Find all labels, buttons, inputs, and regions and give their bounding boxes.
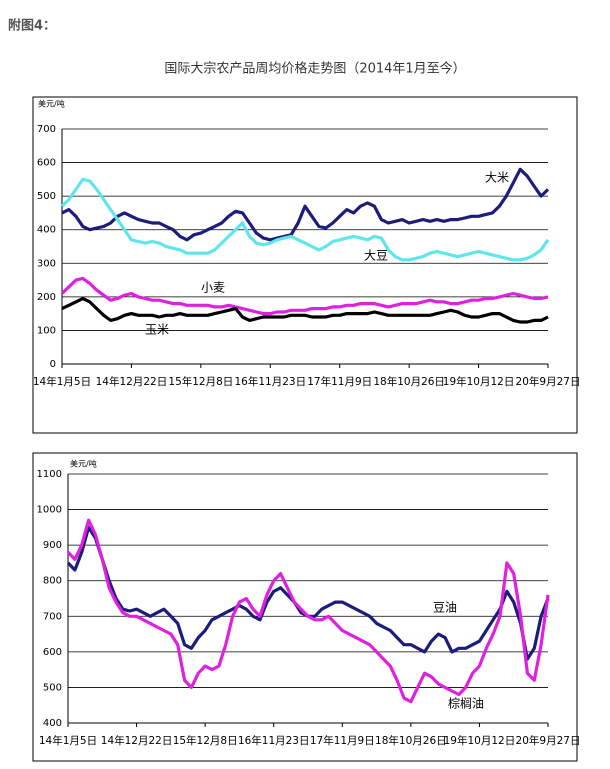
series-line <box>66 518 550 704</box>
series-line <box>66 525 550 661</box>
series-line <box>60 276 549 316</box>
series-label: 玉米 <box>145 323 169 337</box>
series-line <box>61 167 550 242</box>
x-tick-label: 20年9月27日 <box>516 375 581 388</box>
series-label: 豆油 <box>433 601 457 615</box>
chart-frame <box>32 452 578 762</box>
y-tick-label: 0 <box>50 359 56 370</box>
series-label: 大豆 <box>364 249 388 263</box>
y-tick-label: 700 <box>37 124 56 135</box>
y-axis-label: 美元/吨 <box>70 459 97 469</box>
series-line <box>61 296 549 324</box>
x-tick-label: 14年12月22日 <box>96 375 168 388</box>
x-tick-label: 14年1月5日 <box>39 734 97 747</box>
y-tick-label: 500 <box>37 191 56 202</box>
x-tick-label: 17年11月9日 <box>310 734 375 747</box>
x-tick-label: 18年10月26日 <box>375 734 447 747</box>
y-tick-label: 900 <box>43 540 62 551</box>
x-tick-label: 15年12月8日 <box>173 734 238 747</box>
y-tick-label: 400 <box>37 225 56 236</box>
chart-title: 国际大宗农产品周均价格走势图（2014年1月至今） <box>164 61 465 77</box>
x-tick-label: 18年10月26日 <box>373 375 445 388</box>
x-tick-label: 19年10月12日 <box>444 734 516 747</box>
x-tick-label: 14年12月22日 <box>101 734 173 747</box>
y-tick-label: 100 <box>37 325 56 336</box>
y-axis-label: 美元/吨 <box>38 99 65 109</box>
y-tick-label: 300 <box>37 258 56 269</box>
x-tick-label: 14年1月5日 <box>33 375 91 388</box>
y-tick-label: 600 <box>37 158 56 169</box>
series-label: 大米 <box>485 171 509 185</box>
x-tick-label: 19年10月12日 <box>443 375 515 388</box>
x-tick-label: 16年11月23日 <box>234 375 306 388</box>
y-tick-label: 700 <box>43 611 62 622</box>
y-tick-label: 200 <box>37 292 56 303</box>
y-tick-label: 500 <box>43 682 62 693</box>
x-tick-label: 20年9月27日 <box>516 734 581 747</box>
x-tick-label: 16年11月23日 <box>238 734 310 747</box>
chart-frame <box>32 96 578 434</box>
y-tick-label: 400 <box>43 718 62 729</box>
caption: 附图4： <box>8 18 56 34</box>
y-tick-label: 1100 <box>37 469 62 480</box>
series-label: 小麦 <box>201 281 225 295</box>
y-tick-label: 1000 <box>37 505 62 516</box>
y-tick-label: 800 <box>43 576 62 587</box>
series-label: 棕榈油 <box>448 696 484 711</box>
x-tick-label: 17年11月9日 <box>307 375 372 388</box>
y-tick-label: 600 <box>43 647 62 658</box>
series-line <box>60 177 550 262</box>
x-tick-label: 15年12月8日 <box>168 375 233 388</box>
